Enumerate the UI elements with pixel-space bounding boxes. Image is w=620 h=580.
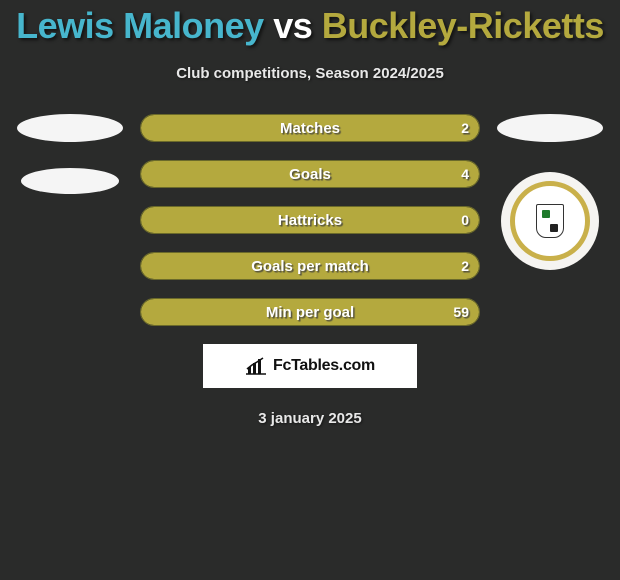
title-player-right: Buckley-Ricketts — [322, 5, 604, 46]
left-player-badges — [10, 114, 130, 220]
bar-fill — [141, 207, 479, 233]
left-badge-2 — [21, 168, 119, 194]
bar-value: 2 — [461, 253, 469, 279]
bar-value: 2 — [461, 115, 469, 141]
left-badge-1 — [17, 114, 123, 142]
bar-chart-icon — [245, 357, 267, 375]
bar-row-goals: Goals 4 — [140, 160, 480, 188]
page-title: Lewis Maloney vs Buckley-Ricketts — [0, 5, 620, 47]
bar-row-matches: Matches 2 — [140, 114, 480, 142]
brand-text: FcTables.com — [273, 357, 375, 375]
right-player-badges — [490, 114, 610, 270]
brand-box[interactable]: FcTables.com — [203, 344, 417, 388]
crest-shield-icon — [536, 204, 564, 238]
bar-fill — [141, 161, 479, 187]
bar-value: 0 — [461, 207, 469, 233]
bar-fill — [141, 253, 479, 279]
date-line: 3 january 2025 — [0, 410, 620, 427]
subtitle: Club competitions, Season 2024/2025 — [0, 65, 620, 82]
club-crest — [501, 172, 599, 270]
bars-container: Matches 2 Goals 4 Hattricks 0 Goals per … — [140, 114, 480, 326]
bar-row-goals-per-match: Goals per match 2 — [140, 252, 480, 280]
title-player-left: Lewis Maloney — [16, 5, 264, 46]
chart-area: Matches 2 Goals 4 Hattricks 0 Goals per … — [10, 114, 610, 326]
page-root: Lewis Maloney vs Buckley-Ricketts Club c… — [0, 0, 620, 427]
bar-value: 59 — [453, 299, 469, 325]
crest-ring — [510, 181, 590, 261]
bar-value: 4 — [461, 161, 469, 187]
bar-fill — [141, 299, 479, 325]
bar-row-min-per-goal: Min per goal 59 — [140, 298, 480, 326]
bar-row-hattricks: Hattricks 0 — [140, 206, 480, 234]
right-badge-1 — [497, 114, 603, 142]
bar-fill — [141, 115, 479, 141]
title-separator: vs — [264, 5, 322, 46]
